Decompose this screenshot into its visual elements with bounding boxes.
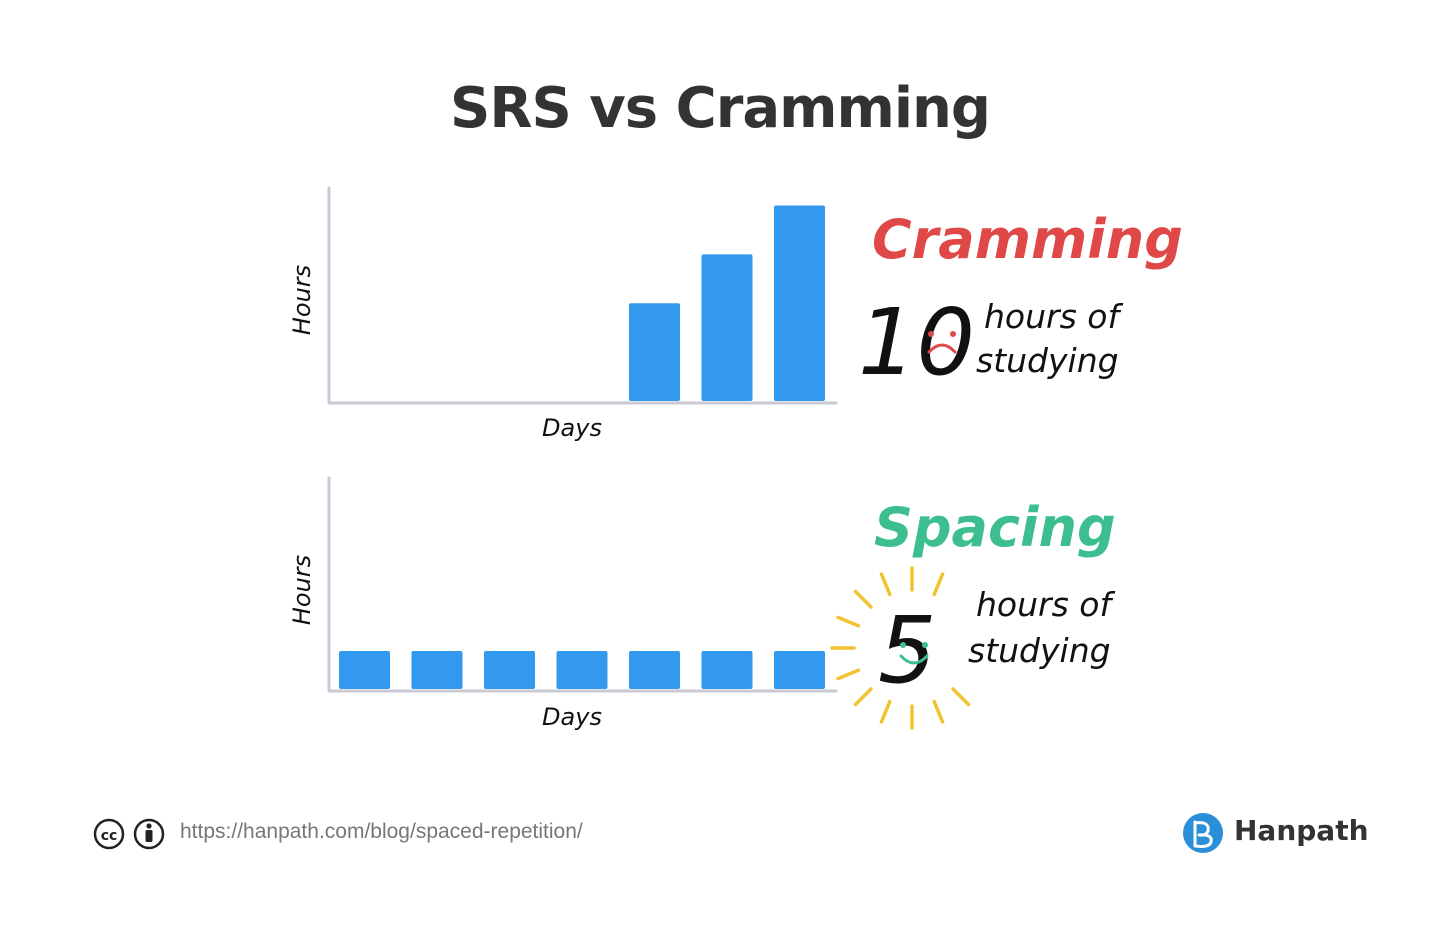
cramming-bars — [629, 205, 825, 401]
cramming-annotation: Cramming 10 hours of studying — [858, 208, 1183, 396]
svg-text:cc: cc — [101, 828, 118, 844]
spacing-annotation: Spacing 5 hours of studying — [830, 496, 1116, 730]
cramming-x-axis-label: Days — [542, 414, 602, 442]
spacing-bar-7 — [774, 650, 825, 689]
sun-ray — [879, 572, 892, 597]
sun-ray — [932, 699, 945, 724]
spacing-chart: Days Hours — [288, 476, 838, 731]
sun-ray — [853, 687, 873, 707]
cramming-y-axis-label: Hours — [288, 265, 316, 335]
page-title: SRS vs Cramming — [450, 76, 991, 141]
sun-ray — [853, 589, 873, 609]
cramming-bar-7 — [774, 205, 825, 401]
spacing-y-axis-label: Hours — [288, 555, 316, 625]
footer-url-link[interactable]: https://hanpath.com/blog/spaced-repetiti… — [180, 820, 583, 843]
spacing-bar-4 — [556, 650, 608, 689]
spacing-studying-label: studying — [968, 631, 1111, 670]
sun-ray — [951, 687, 971, 707]
spacing-bar-1 — [339, 650, 390, 689]
spacing-heading: Spacing — [874, 496, 1116, 559]
spacing-bar-2 — [411, 650, 463, 689]
smile-face-icon — [899, 642, 929, 665]
cramming-chart: Days Hours — [288, 186, 838, 442]
sun-ray — [836, 615, 861, 628]
sun-rays-icon — [830, 566, 971, 730]
cramming-bar-5 — [629, 303, 680, 401]
sad-face-icon — [927, 331, 957, 354]
spacing-bars — [339, 650, 825, 689]
spacing-bar-3 — [484, 650, 535, 689]
sun-ray — [932, 572, 945, 597]
spacing-hours-number: 5 — [878, 597, 937, 704]
sun-ray — [879, 699, 892, 724]
creative-commons-icon: cc — [93, 818, 125, 850]
cramming-bar-6 — [701, 254, 753, 401]
sun-ray — [836, 668, 861, 681]
hanpath-logo-icon — [1183, 813, 1223, 853]
spacing-bar-6 — [701, 650, 753, 689]
spacing-hours-label: hours of — [976, 585, 1115, 624]
cramming-hours-number: 10 — [858, 289, 975, 396]
cramming-studying-label: studying — [976, 341, 1119, 380]
cramming-heading: Cramming — [872, 208, 1183, 271]
spacing-x-axis-label: Days — [542, 703, 602, 731]
attribution-icon — [133, 818, 165, 850]
spacing-bar-5 — [629, 650, 680, 689]
brand-name[interactable]: Hanpath — [1234, 814, 1369, 847]
cramming-hours-label: hours of — [984, 297, 1123, 336]
